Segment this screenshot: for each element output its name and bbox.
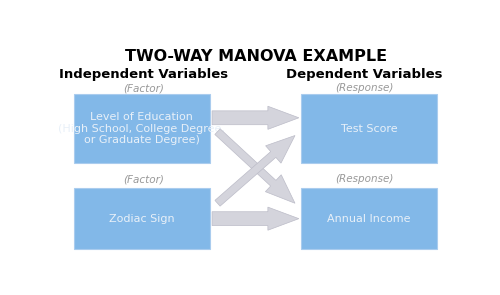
Polygon shape xyxy=(212,207,299,230)
FancyBboxPatch shape xyxy=(74,188,210,250)
Text: (Response): (Response) xyxy=(336,174,394,184)
Text: (Factor): (Factor) xyxy=(124,174,164,184)
Text: (Response): (Response) xyxy=(336,83,394,93)
Text: Zodiac Sign: Zodiac Sign xyxy=(109,214,175,224)
Text: Independent Variables: Independent Variables xyxy=(60,68,228,81)
Text: Dependent Variables: Dependent Variables xyxy=(286,68,443,81)
FancyBboxPatch shape xyxy=(74,94,210,163)
Polygon shape xyxy=(215,135,295,206)
Text: Annual Income: Annual Income xyxy=(328,214,411,224)
Polygon shape xyxy=(215,129,295,203)
Text: TWO-WAY MANOVA EXAMPLE: TWO-WAY MANOVA EXAMPLE xyxy=(125,49,388,64)
Text: Level of Education
(High School, College Degree,
or Graduate Degree): Level of Education (High School, College… xyxy=(58,112,226,145)
FancyBboxPatch shape xyxy=(301,188,437,250)
FancyBboxPatch shape xyxy=(301,94,437,163)
Text: (Factor): (Factor) xyxy=(124,83,164,93)
Text: Test Score: Test Score xyxy=(340,124,398,134)
Polygon shape xyxy=(212,106,299,129)
